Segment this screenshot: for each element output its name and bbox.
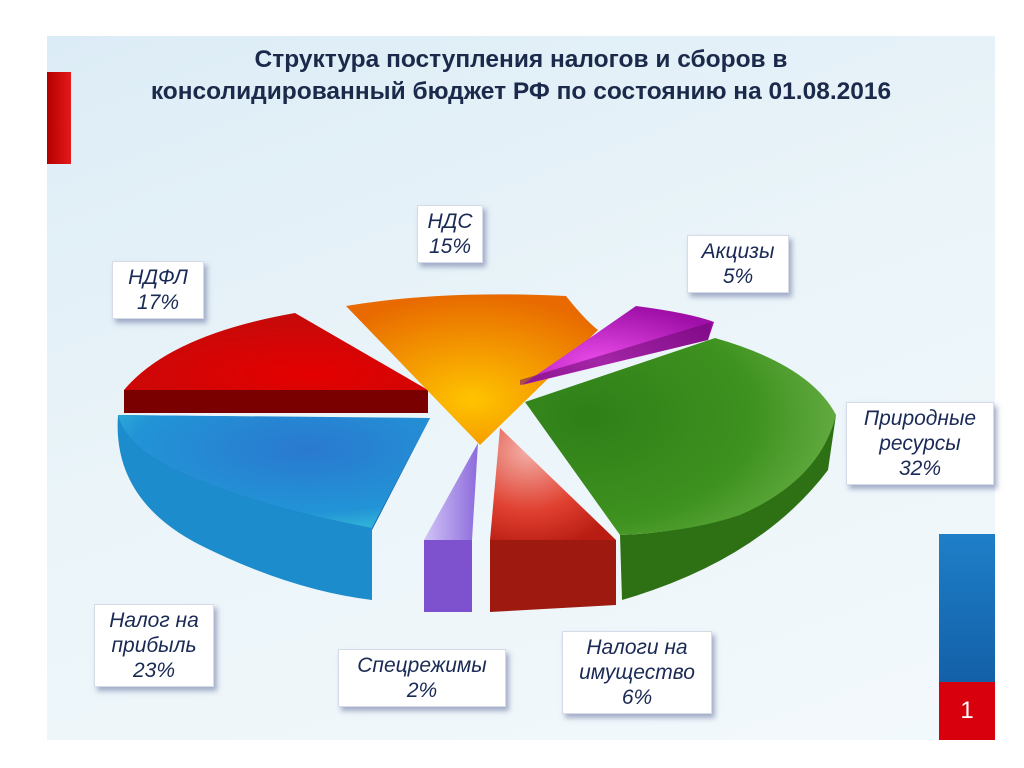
page-number: 1: [939, 682, 995, 740]
chart-title-line1: Структура поступления налогов и сборов в: [254, 46, 788, 73]
slice-spec: [424, 443, 478, 540]
label-nds-value: 15%: [428, 235, 472, 258]
label-akcizy-name: Акцизы: [701, 240, 775, 263]
slice-spec-side: [424, 540, 472, 612]
label-nds: НДС 15%: [417, 205, 483, 263]
label-prirodnye-name2: ресурсы: [879, 432, 961, 455]
red-accent-bar: [47, 72, 71, 164]
label-specrezhimy: Спецрежимы 2%: [338, 649, 506, 707]
chart-title-line2: консолидированный бюджет РФ по состоянию…: [150, 78, 892, 105]
label-pribyl: Налог на прибыль 23%: [94, 604, 214, 687]
label-specrezhimy-value: 2%: [406, 679, 438, 702]
label-akcizy-value: 5%: [722, 265, 754, 288]
label-ndfl-value: 17%: [136, 291, 180, 314]
label-ndfl-name: НДФЛ: [128, 266, 188, 289]
slice-ndfl: [124, 313, 428, 390]
slice-nds: [346, 294, 598, 445]
label-imushestvo-name2: имущество: [579, 661, 695, 684]
slice-akcizy-edge: [520, 322, 712, 385]
slice-imush: [490, 428, 616, 540]
label-nds-name: НДС: [427, 210, 473, 233]
slice-pribyl: [118, 415, 430, 528]
slice-pribyl-side-outer: [117, 415, 372, 600]
label-pribyl-name2: прибыль: [111, 634, 197, 657]
label-akcizy: Акцизы 5%: [687, 235, 789, 293]
slice-ndfl-side: [124, 390, 428, 413]
label-imushestvo-value: 6%: [621, 686, 653, 709]
label-ndfl: НДФЛ 17%: [112, 261, 204, 319]
label-prirodnye-value: 32%: [898, 457, 942, 480]
label-pribyl-name1: Налог на: [109, 609, 199, 632]
blue-accent-bar: [939, 534, 995, 682]
label-specrezhimy-name: Спецрежимы: [357, 654, 487, 677]
slice-priroda: [525, 338, 836, 535]
label-imushestvo: Налоги на имущество 6%: [562, 631, 712, 714]
label-pribyl-value: 23%: [132, 659, 176, 682]
slice-priroda-side: [620, 415, 836, 600]
slice-imush-side: [490, 540, 616, 612]
label-prirodnye: Природные ресурсы 32%: [846, 402, 994, 485]
label-imushestvo-name1: Налоги на: [586, 636, 688, 659]
chart-title: Структура поступления налогов и сборов в…: [71, 44, 971, 108]
label-prirodnye-name1: Природные: [863, 407, 977, 430]
